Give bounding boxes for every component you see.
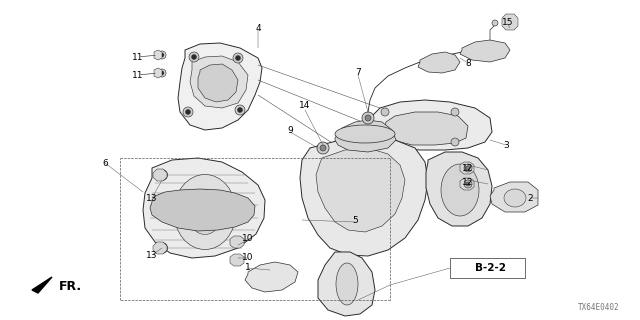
Circle shape <box>237 108 243 113</box>
Text: 12: 12 <box>462 164 474 172</box>
Ellipse shape <box>335 125 395 143</box>
Circle shape <box>191 54 196 60</box>
Text: 1: 1 <box>245 263 251 273</box>
Text: B-2-2: B-2-2 <box>474 263 506 273</box>
Ellipse shape <box>441 164 479 216</box>
Text: 2: 2 <box>527 194 533 203</box>
Ellipse shape <box>336 263 358 305</box>
Text: 14: 14 <box>300 100 310 109</box>
Circle shape <box>464 180 472 188</box>
Polygon shape <box>153 242 167 254</box>
Circle shape <box>362 112 374 124</box>
Text: 11: 11 <box>132 70 144 79</box>
Circle shape <box>233 53 243 63</box>
Circle shape <box>492 20 498 26</box>
Polygon shape <box>190 56 248 108</box>
Text: FR.: FR. <box>58 281 81 293</box>
Ellipse shape <box>174 174 236 250</box>
Text: 11: 11 <box>132 52 144 61</box>
Text: 4: 4 <box>255 23 261 33</box>
Circle shape <box>236 239 241 244</box>
Circle shape <box>451 138 459 146</box>
Text: TX64E0402: TX64E0402 <box>579 303 620 312</box>
Circle shape <box>233 255 243 265</box>
Polygon shape <box>153 169 167 181</box>
Circle shape <box>466 182 470 186</box>
Polygon shape <box>143 158 265 258</box>
Circle shape <box>236 55 241 60</box>
Text: 10: 10 <box>243 234 253 243</box>
Bar <box>450 258 525 278</box>
Circle shape <box>235 105 245 115</box>
Text: 7: 7 <box>355 68 361 76</box>
Polygon shape <box>300 138 428 256</box>
Circle shape <box>158 51 166 59</box>
Text: 6: 6 <box>102 158 108 167</box>
Polygon shape <box>490 182 538 212</box>
Circle shape <box>159 172 164 178</box>
Circle shape <box>236 258 241 262</box>
Polygon shape <box>178 43 262 130</box>
Circle shape <box>508 20 512 24</box>
Text: 8: 8 <box>465 59 471 68</box>
Circle shape <box>466 166 470 170</box>
Polygon shape <box>198 64 238 102</box>
Polygon shape <box>154 68 162 78</box>
Polygon shape <box>316 148 405 232</box>
Polygon shape <box>460 40 510 62</box>
Circle shape <box>381 138 389 146</box>
Circle shape <box>320 145 326 151</box>
Polygon shape <box>245 262 298 292</box>
Circle shape <box>381 108 389 116</box>
Text: 15: 15 <box>502 18 514 27</box>
Ellipse shape <box>504 189 526 207</box>
Text: 10: 10 <box>243 253 253 262</box>
Circle shape <box>183 107 193 117</box>
Circle shape <box>317 142 329 154</box>
Circle shape <box>158 69 166 77</box>
Circle shape <box>451 108 459 116</box>
Polygon shape <box>32 277 52 293</box>
Polygon shape <box>460 162 474 174</box>
Polygon shape <box>150 189 255 231</box>
Text: 12: 12 <box>462 178 474 187</box>
Circle shape <box>159 245 164 251</box>
Polygon shape <box>368 100 492 150</box>
Polygon shape <box>318 252 375 316</box>
Circle shape <box>233 237 243 247</box>
Polygon shape <box>426 152 492 226</box>
Circle shape <box>464 164 472 172</box>
Text: 13: 13 <box>147 194 157 203</box>
Circle shape <box>506 18 514 26</box>
Circle shape <box>157 243 168 253</box>
Polygon shape <box>335 120 396 152</box>
Ellipse shape <box>188 189 223 235</box>
Polygon shape <box>460 178 474 190</box>
Circle shape <box>157 170 168 180</box>
Circle shape <box>365 115 371 121</box>
Circle shape <box>186 109 191 115</box>
Polygon shape <box>230 236 244 248</box>
Circle shape <box>160 71 164 75</box>
Text: 3: 3 <box>503 140 509 149</box>
Polygon shape <box>154 50 162 60</box>
Circle shape <box>160 53 164 57</box>
Circle shape <box>189 52 199 62</box>
Polygon shape <box>230 254 244 266</box>
Polygon shape <box>502 14 518 30</box>
Text: 13: 13 <box>147 251 157 260</box>
Text: 5: 5 <box>352 215 358 225</box>
Polygon shape <box>384 112 468 145</box>
Polygon shape <box>418 52 460 73</box>
Text: 9: 9 <box>287 125 293 134</box>
